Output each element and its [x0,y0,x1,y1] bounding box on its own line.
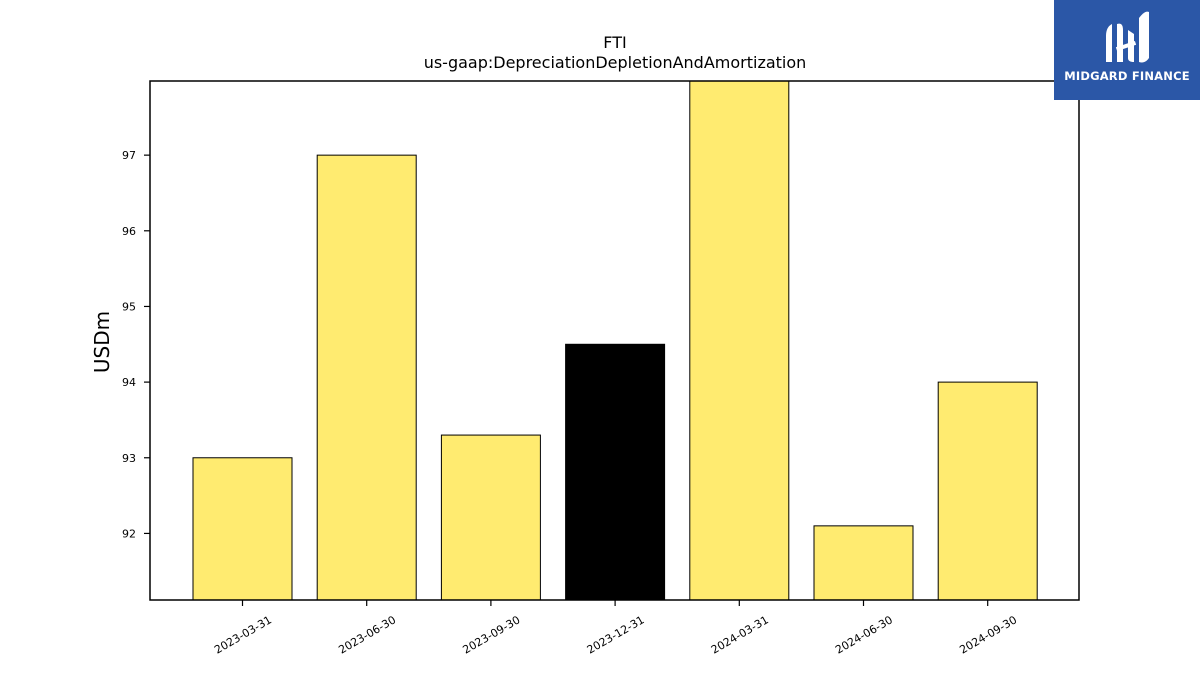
y-axis-ticks: 92 93 94 95 96 97 [122,149,150,540]
y-tick-label: 97 [122,149,136,162]
x-tick-label: 2023-03-31 [212,613,274,656]
bar-2023-12-31 [565,343,666,601]
y-tick-label: 93 [122,452,136,465]
x-tick-label: 2023-06-30 [336,613,398,656]
bar-2023-06-30 [316,154,417,601]
plot-frame [149,80,1080,601]
x-tick-label: 2023-12-31 [585,613,647,656]
x-tick-label: 2024-03-31 [709,613,771,656]
bar-2024-06-30 [813,525,914,601]
y-tick-label: 92 [122,527,136,540]
midgard-logo-icon [1106,11,1149,63]
brand-name: MIDGARD FINANCE [1064,69,1190,83]
y-tick-label: 94 [122,376,136,389]
y-tick-label: 95 [122,300,136,313]
x-axis-ticks: 2023-03-31 2023-06-30 2023-09-30 2023-12-31… [212,600,1019,657]
bar-2023-09-30 [440,434,541,601]
chart-title: FTI [603,33,626,52]
bar-2024-09-30 [937,381,1038,601]
x-tick-label: 2024-06-30 [833,613,895,656]
bar-2023-03-31 [192,457,293,601]
x-tick-label: 2023-09-30 [461,613,523,656]
chart-subtitle: us-gaap:DepreciationDepletionAndAmortiza… [424,53,807,72]
bar-2024-03-31 [689,80,790,601]
y-axis-label: USDm [90,311,114,373]
x-tick-label: 2024-09-30 [957,613,1019,656]
brand-logo: MIDGARD FINANCE [1054,0,1200,100]
y-tick-label: 96 [122,225,136,238]
bars-group [192,80,1038,601]
